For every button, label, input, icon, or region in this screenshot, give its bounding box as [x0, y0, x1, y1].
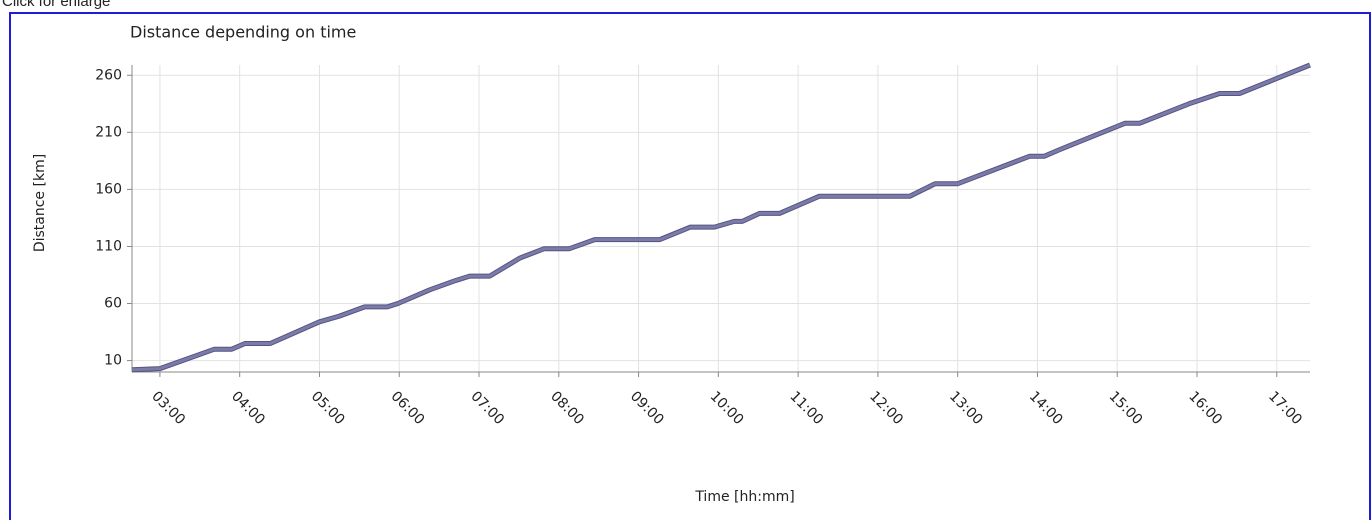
chart-title: Distance depending on time — [130, 23, 356, 42]
x-axis-label: Time [hh:mm] — [694, 489, 794, 505]
series-line — [131, 63, 1311, 372]
y-tick-label: 110 — [95, 238, 122, 254]
y-tick-label: 10 — [104, 353, 122, 369]
y-tick-label: 260 — [95, 67, 122, 83]
caption[interactable]: Click for enlarge — [2, 0, 110, 10]
y-tick-label: 160 — [95, 181, 122, 197]
chart-frame[interactable] — [9, 12, 1371, 524]
y-axis-label: Distance [km] — [32, 154, 48, 252]
y-tick-label: 210 — [95, 124, 122, 140]
y-tick-label: 60 — [104, 296, 122, 312]
